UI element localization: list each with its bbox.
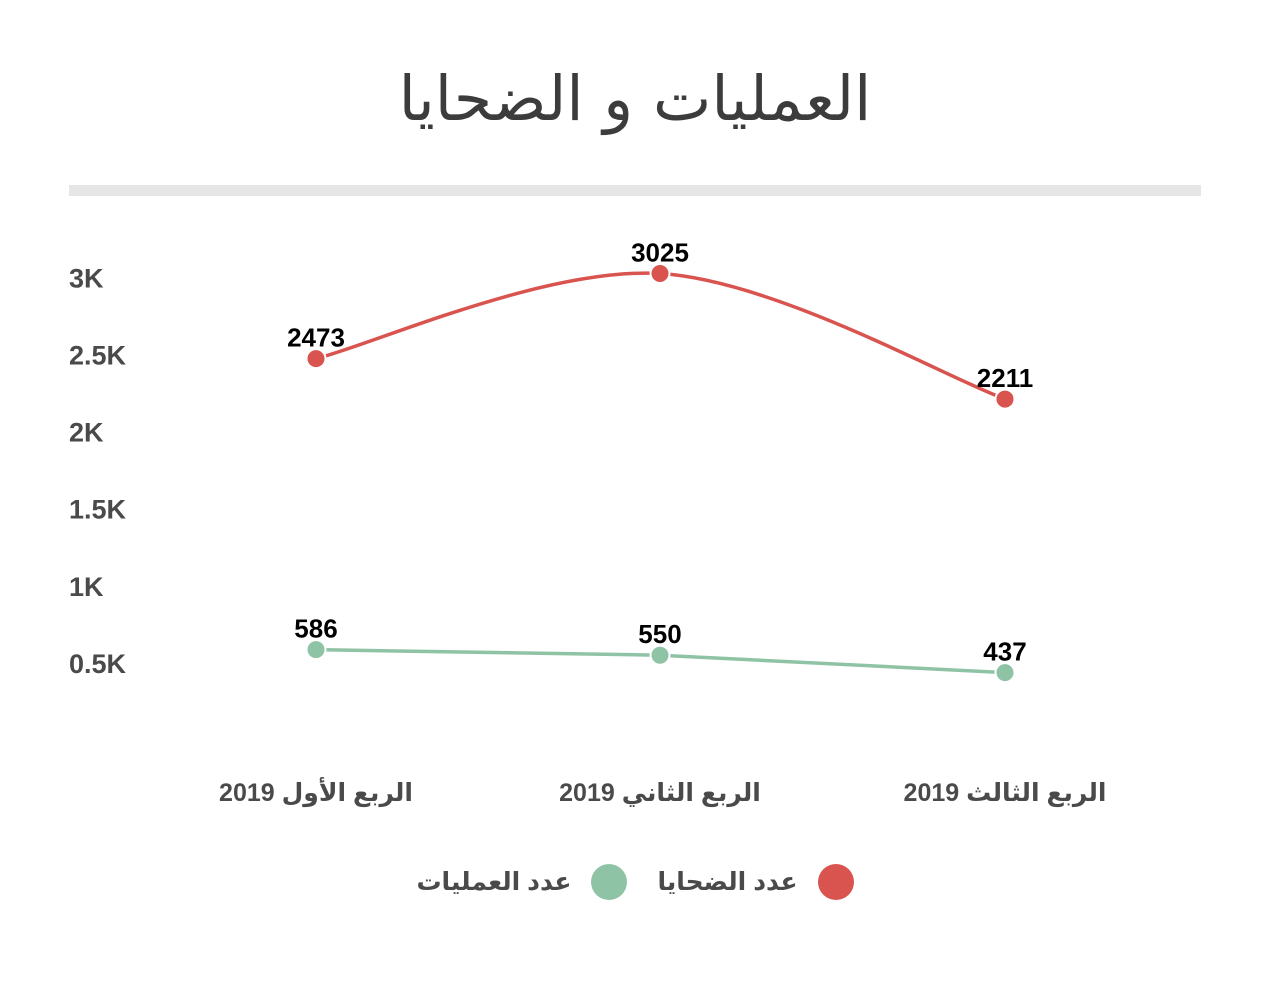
data-label: 550 (638, 619, 681, 649)
data-label: 586 (294, 614, 337, 644)
legend-item-operations[interactable]: عدد العمليات (416, 864, 628, 900)
data-point[interactable] (305, 639, 327, 661)
legend-swatch-victims (817, 864, 854, 900)
data-point[interactable] (305, 348, 327, 370)
y-tick-label: 1.5K (69, 495, 127, 525)
y-tick-label: 3K (69, 263, 104, 293)
data-label: 2211 (977, 363, 1033, 393)
legend-swatch-operations (591, 864, 628, 900)
legend-label-victims: عدد الضحايا (657, 868, 798, 896)
y-tick-label: 2.5K (69, 341, 127, 371)
title-divider (69, 185, 1201, 196)
y-tick-label: 2K (69, 418, 104, 448)
data-label: 3025 (631, 238, 689, 268)
data-point[interactable] (649, 644, 671, 666)
data-point[interactable] (649, 263, 671, 285)
data-point[interactable] (994, 662, 1016, 684)
x-tick-label: الربع الأول 2019 (219, 777, 413, 808)
legend-label-operations: عدد العمليات (416, 868, 572, 896)
data-label: 437 (983, 637, 1026, 667)
x-tick-label: الربع الثاني 2019 (559, 779, 761, 808)
series-line-0 (315, 271, 1006, 401)
y-tick-label: 0.5K (69, 649, 127, 679)
data-label: 2473 (287, 323, 345, 353)
legend-item-victims[interactable]: عدد الضحايا (657, 864, 854, 900)
data-point[interactable] (994, 388, 1016, 410)
line-chart: 0.5K 1K 1.5K 2K 2.5K 3K الربع الأول 2019 الربع … (69, 238, 1107, 808)
chart-title: العمليات و الضحايا (398, 62, 872, 135)
legend: عدد الضحايا عدد العمليات (0, 864, 1270, 900)
y-tick-label: 1K (69, 572, 104, 602)
x-tick-label: الربع الثالث 2019 (904, 779, 1107, 808)
